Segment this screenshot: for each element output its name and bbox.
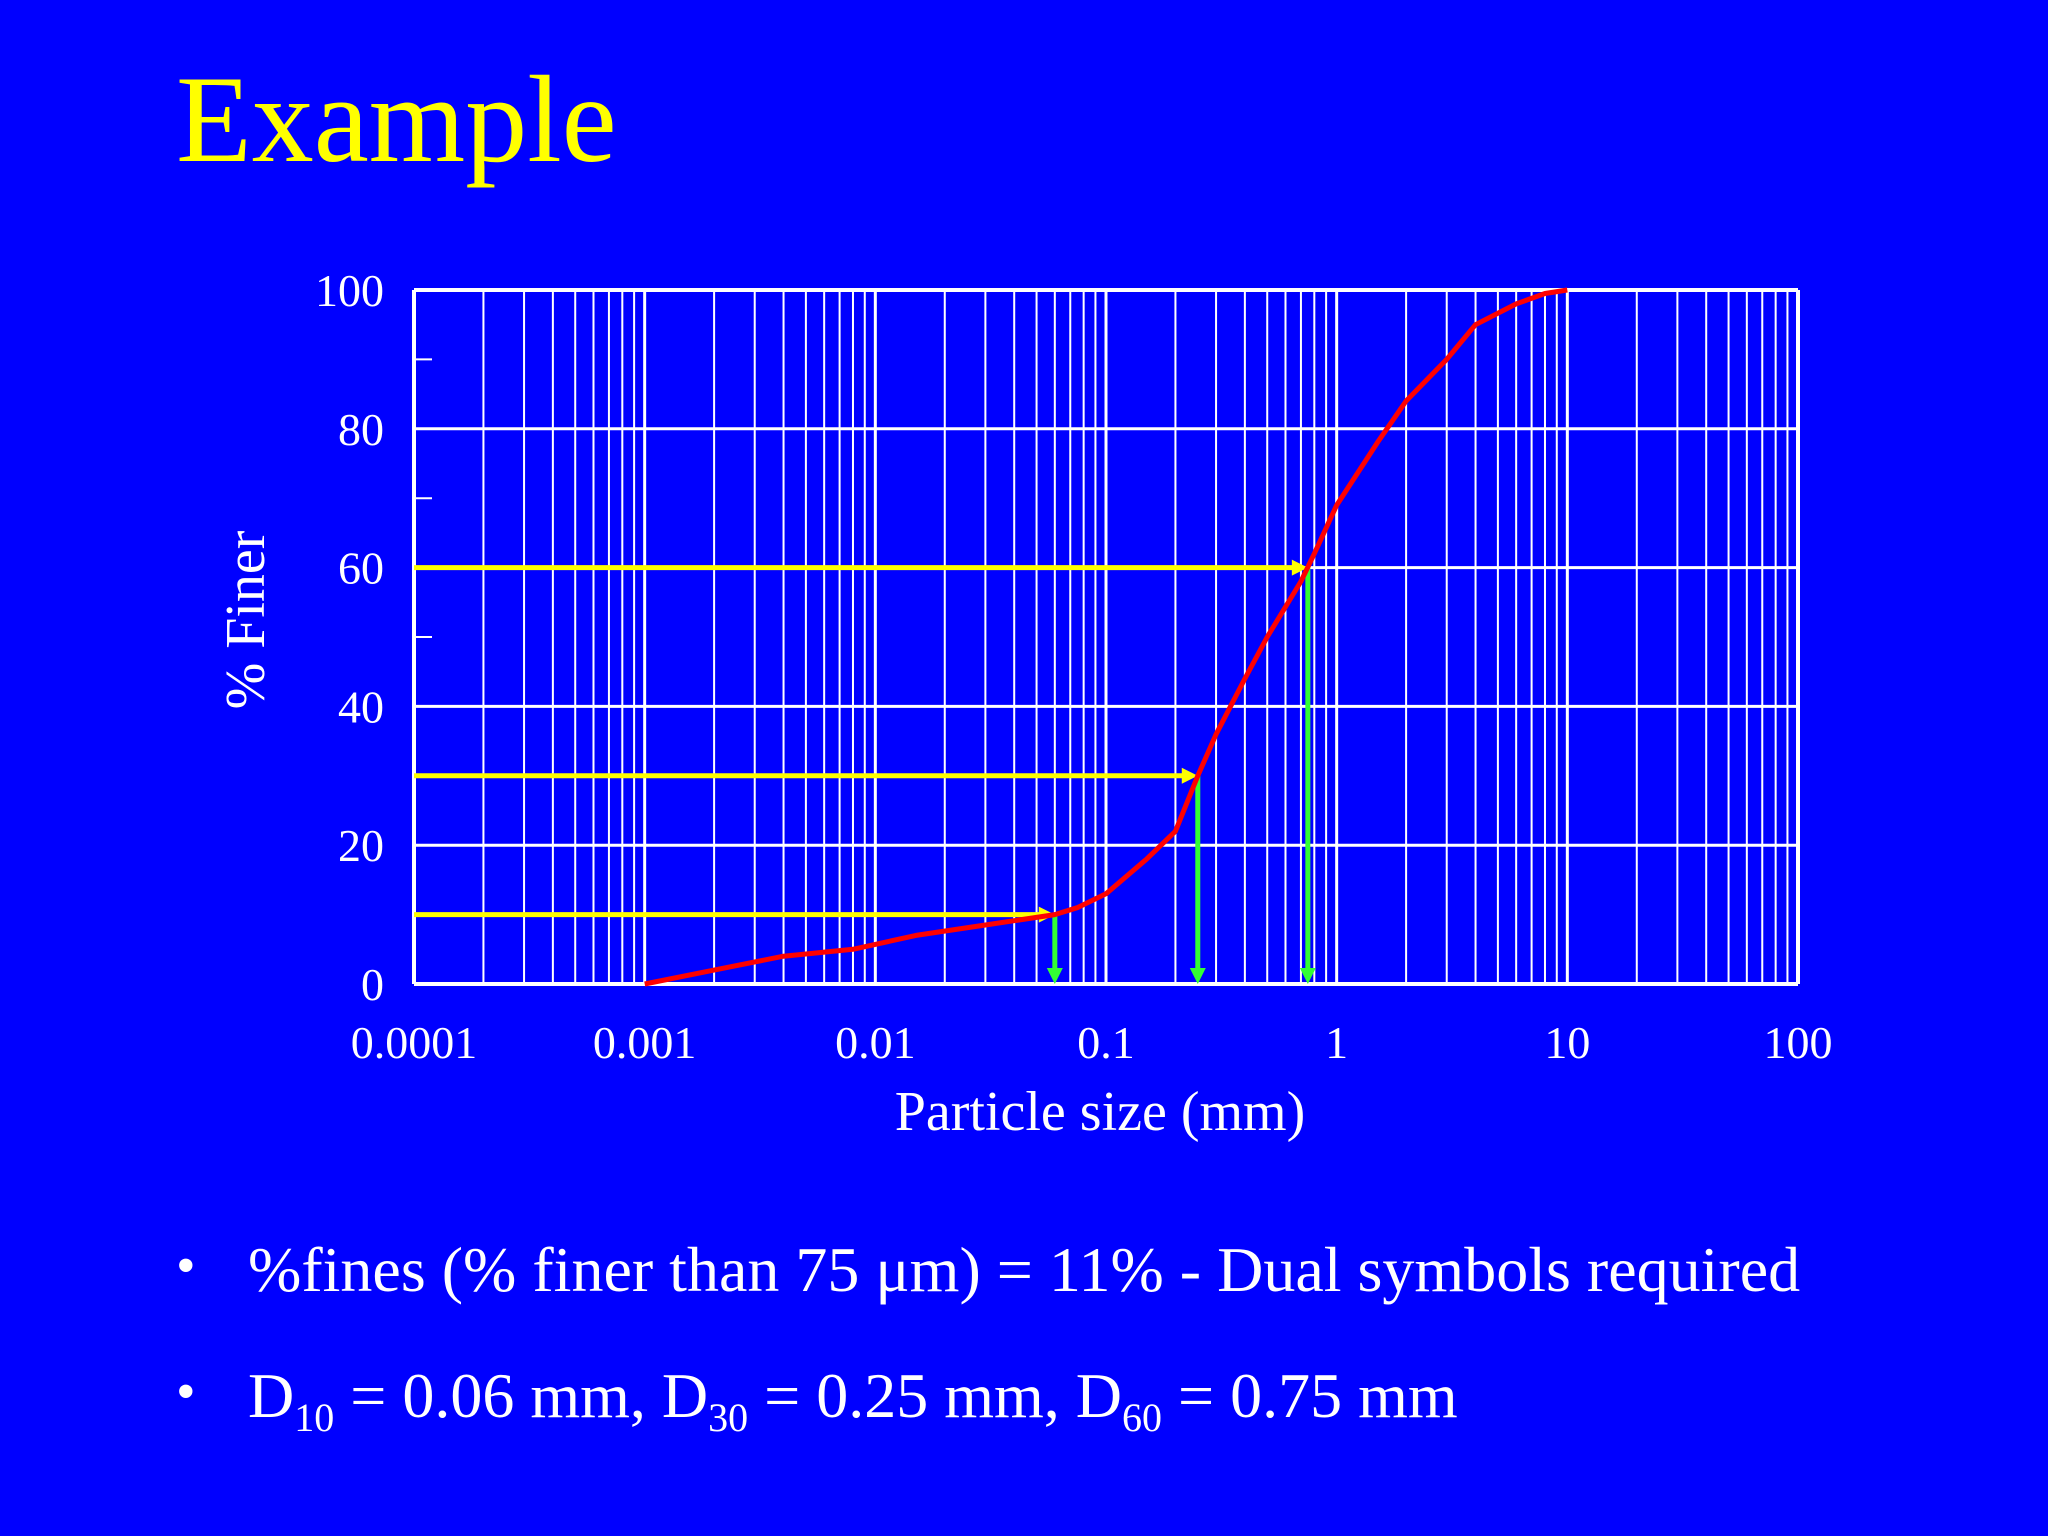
slide-title: Example: [176, 51, 617, 188]
x-tick-label: 10: [1544, 1017, 1590, 1068]
d10-value: = 0.06 mm,: [334, 1360, 662, 1431]
y-axis-label: % Finer: [215, 530, 277, 709]
bullet-dot: •: [176, 1361, 196, 1423]
y-tick-label: 100: [315, 265, 384, 316]
guide-arrowhead-d30: [1181, 767, 1198, 784]
x-tick-label: 0.0001: [351, 1017, 478, 1068]
d30-symbol: D: [661, 1360, 709, 1431]
y-tick-label: 60: [338, 543, 384, 594]
bullet-d-values-text: D10 = 0.06 mm, D30 = 0.25 mm, D60 = 0.75…: [248, 1364, 1458, 1438]
guide-lines: [414, 559, 1316, 984]
x-tick-label: 100: [1764, 1017, 1833, 1068]
x-tick-label: 1: [1325, 1017, 1348, 1068]
x-tick-label: 0.1: [1077, 1017, 1135, 1068]
y-tick-label: 80: [338, 404, 384, 455]
bullet-dot: •: [176, 1235, 196, 1297]
grading-curve-0: [644, 287, 1568, 987]
d60-symbol: D: [1075, 1360, 1122, 1431]
d10-subscript: 10: [294, 1395, 335, 1440]
guide-arrowhead-down-d30: [1189, 968, 1206, 984]
tick-labels: 0 20 40 60 80 100 0.0001 0.001 0.01 0.1 1 10 100: [315, 265, 1833, 1068]
guide-arrowhead-down-d60: [1299, 968, 1316, 984]
y-tick-label: 40: [338, 681, 384, 732]
d60-subscript: 60: [1121, 1395, 1162, 1440]
guide-arrowhead-down-d10: [1046, 968, 1063, 984]
d30-value: = 0.25 mm,: [748, 1360, 1076, 1431]
guide-arrowhead-d60: [1291, 559, 1308, 576]
y-tick-label: 20: [338, 820, 384, 871]
grid-lines: [412, 288, 1800, 986]
d30-subscript: 30: [708, 1395, 749, 1440]
x-tick-label: 0.01: [835, 1017, 916, 1068]
series-layer: [644, 287, 1568, 987]
d60-value: = 0.75 mm: [1161, 1360, 1458, 1431]
bullet-fines-text: %fines (% finer than 75 μm) = 11% - Dual…: [248, 1234, 1801, 1305]
x-axis-label: Particle size (mm): [895, 1081, 1306, 1143]
d10-symbol: D: [248, 1360, 295, 1431]
x-tick-label: 0.001: [593, 1017, 697, 1068]
y-tick-label: 0: [361, 959, 384, 1010]
